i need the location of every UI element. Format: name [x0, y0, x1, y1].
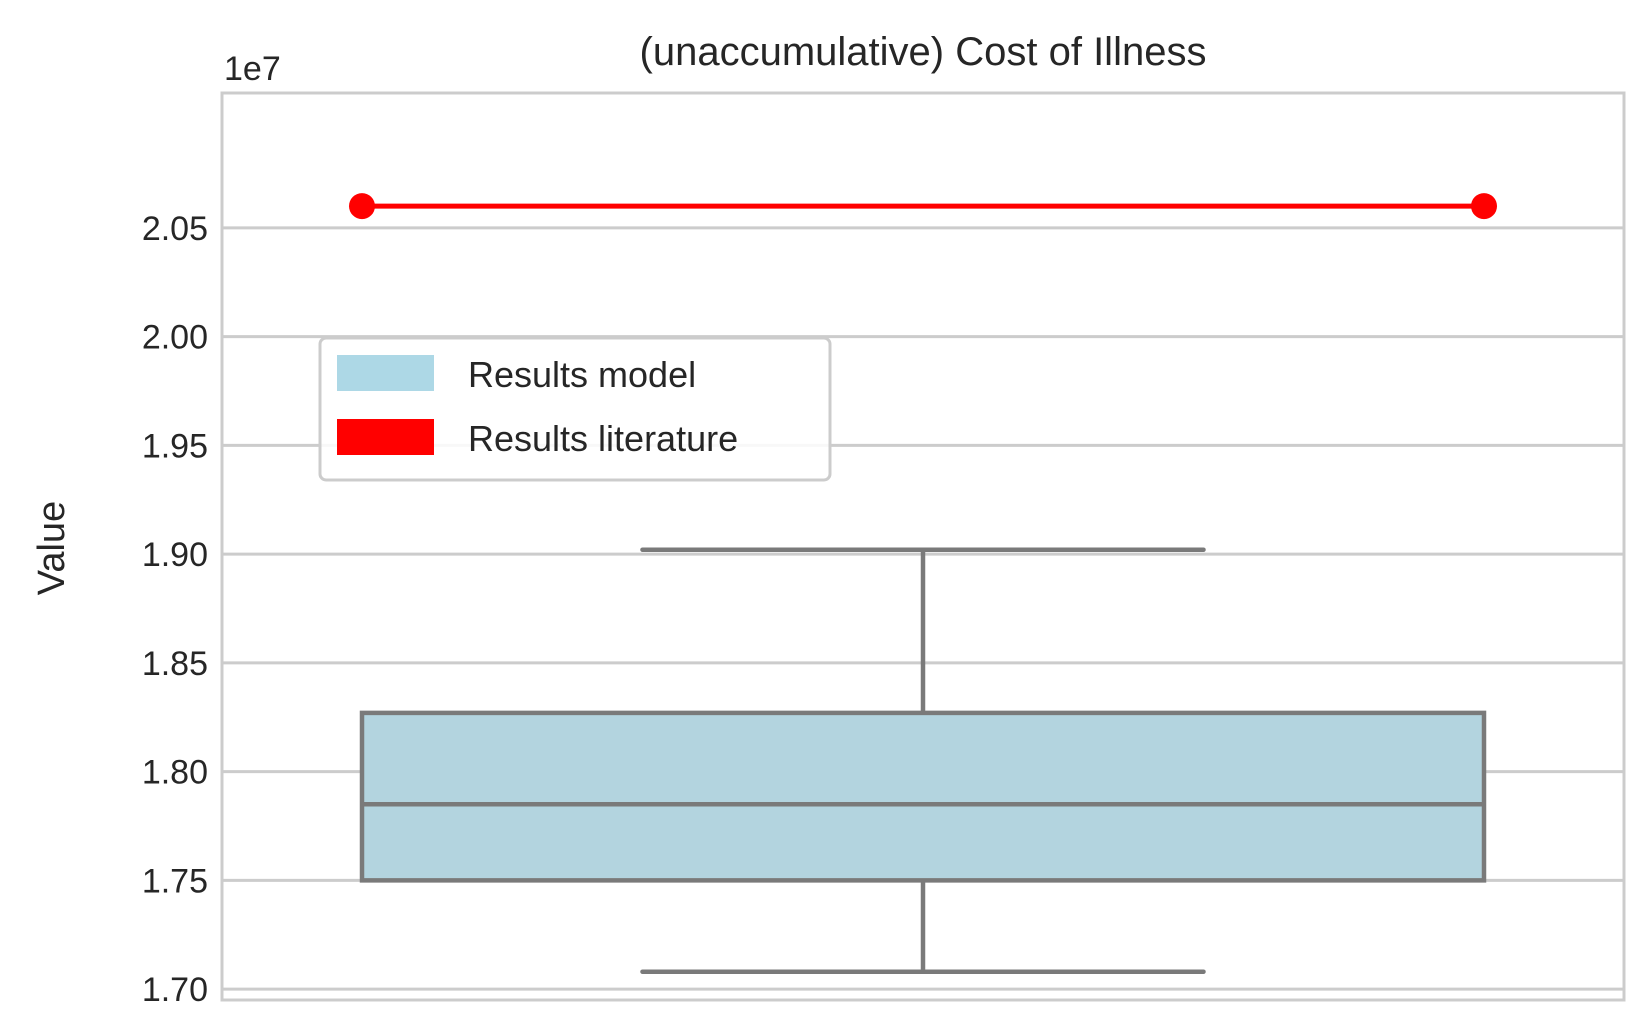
y-axis-label: Value — [31, 501, 73, 595]
legend-frame — [318, 336, 832, 482]
chart-title: (unaccumulative) Cost of Illness — [640, 30, 1207, 74]
y-tick-label: 1.80 — [142, 754, 208, 792]
plot-frame — [220, 91, 1626, 1002]
legend-swatch-results-model — [337, 355, 434, 391]
legend-swatch-results-literature — [337, 419, 434, 455]
y-tick-label: 1.70 — [142, 971, 208, 1009]
reference-point — [1471, 193, 1497, 220]
reference-line-group — [349, 193, 1497, 220]
legend: Results model Results literature — [318, 336, 832, 482]
legend-label-results-literature: Results literature — [468, 418, 738, 459]
y-tick-label: 1.90 — [142, 536, 208, 574]
box-iqr — [359, 710, 1487, 883]
y-tick-label: 1.75 — [142, 862, 208, 900]
legend-label-results-model: Results model — [468, 354, 696, 395]
y-tick-label: 2.05 — [142, 210, 208, 248]
y-tick-label: 2.00 — [142, 319, 208, 357]
box-plot — [359, 547, 1487, 974]
y-tick-labels: 1.70 1.75 1.80 1.85 1.90 1.95 2.00 2.05 — [142, 210, 208, 1009]
y-tick-label: 1.85 — [142, 645, 208, 683]
y-tick-label: 1.95 — [142, 427, 208, 465]
y-axis-offset-label: 1e7 — [224, 50, 281, 88]
reference-point — [349, 193, 375, 220]
